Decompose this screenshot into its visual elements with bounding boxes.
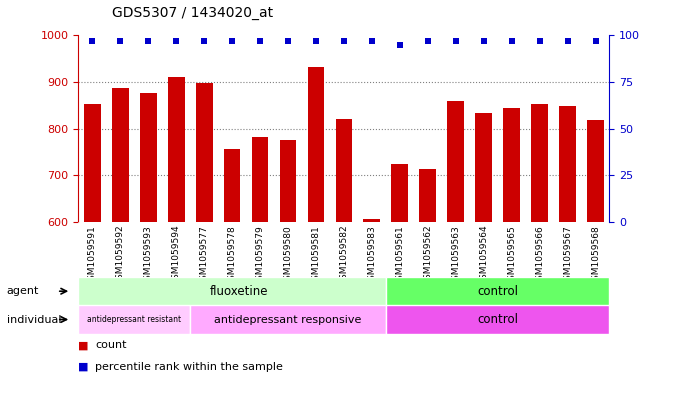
Point bbox=[562, 38, 573, 44]
Text: fluoxetine: fluoxetine bbox=[210, 285, 268, 298]
Text: percentile rank within the sample: percentile rank within the sample bbox=[95, 362, 283, 372]
Bar bbox=[386, 305, 609, 334]
Point bbox=[311, 38, 321, 44]
Text: GSM1059583: GSM1059583 bbox=[367, 225, 377, 286]
Text: GSM1059561: GSM1059561 bbox=[395, 225, 405, 286]
Text: control: control bbox=[477, 285, 518, 298]
Text: GSM1059580: GSM1059580 bbox=[283, 225, 293, 286]
Text: GSM1059592: GSM1059592 bbox=[116, 225, 125, 285]
Text: GSM1059566: GSM1059566 bbox=[535, 225, 544, 286]
Bar bbox=[447, 101, 464, 222]
Point bbox=[338, 38, 349, 44]
Text: count: count bbox=[95, 340, 127, 351]
Point bbox=[199, 38, 210, 44]
Text: ■: ■ bbox=[78, 362, 89, 372]
Point bbox=[87, 38, 98, 44]
Text: GSM1059565: GSM1059565 bbox=[507, 225, 516, 286]
Text: individual: individual bbox=[7, 314, 61, 325]
Bar bbox=[587, 120, 604, 222]
Bar bbox=[112, 88, 129, 222]
Text: GSM1059563: GSM1059563 bbox=[452, 225, 460, 286]
Point bbox=[450, 38, 461, 44]
Text: GSM1059578: GSM1059578 bbox=[227, 225, 236, 286]
Point bbox=[422, 38, 433, 44]
Point bbox=[590, 38, 601, 44]
Text: GSM1059577: GSM1059577 bbox=[200, 225, 208, 286]
Bar bbox=[419, 169, 436, 222]
Point bbox=[143, 38, 154, 44]
Bar bbox=[84, 105, 101, 222]
Text: GSM1059591: GSM1059591 bbox=[88, 225, 97, 286]
Bar bbox=[386, 277, 609, 305]
Point bbox=[171, 38, 182, 44]
Text: GSM1059567: GSM1059567 bbox=[563, 225, 572, 286]
Bar bbox=[308, 67, 324, 222]
Point bbox=[115, 38, 126, 44]
Bar bbox=[336, 119, 352, 222]
Bar bbox=[531, 105, 548, 222]
Bar bbox=[78, 277, 386, 305]
Bar bbox=[78, 305, 190, 334]
Bar bbox=[475, 113, 492, 222]
Bar bbox=[280, 140, 296, 222]
Text: GDS5307 / 1434020_at: GDS5307 / 1434020_at bbox=[112, 6, 274, 20]
Bar bbox=[190, 305, 386, 334]
Bar bbox=[168, 77, 185, 222]
Text: GSM1059568: GSM1059568 bbox=[591, 225, 600, 286]
Bar bbox=[195, 83, 212, 222]
Text: GSM1059582: GSM1059582 bbox=[339, 225, 349, 285]
Bar bbox=[364, 219, 380, 222]
Bar bbox=[392, 164, 408, 222]
Bar bbox=[503, 108, 520, 222]
Text: GSM1059579: GSM1059579 bbox=[255, 225, 264, 286]
Text: control: control bbox=[477, 313, 518, 326]
Point bbox=[255, 38, 266, 44]
Point bbox=[478, 38, 489, 44]
Bar bbox=[140, 93, 157, 222]
Point bbox=[394, 42, 405, 48]
Text: GSM1059564: GSM1059564 bbox=[479, 225, 488, 285]
Bar bbox=[252, 137, 268, 222]
Point bbox=[283, 38, 294, 44]
Text: GSM1059594: GSM1059594 bbox=[172, 225, 180, 285]
Bar bbox=[223, 149, 240, 222]
Text: agent: agent bbox=[7, 286, 39, 296]
Text: GSM1059562: GSM1059562 bbox=[424, 225, 432, 285]
Point bbox=[534, 38, 545, 44]
Point bbox=[506, 38, 517, 44]
Point bbox=[227, 38, 238, 44]
Text: antidepressant responsive: antidepressant responsive bbox=[215, 314, 362, 325]
Bar bbox=[559, 106, 576, 222]
Text: GSM1059581: GSM1059581 bbox=[311, 225, 321, 286]
Text: antidepressant resistant: antidepressant resistant bbox=[87, 315, 181, 324]
Text: GSM1059593: GSM1059593 bbox=[144, 225, 153, 286]
Point bbox=[366, 38, 377, 44]
Text: ■: ■ bbox=[78, 340, 89, 351]
